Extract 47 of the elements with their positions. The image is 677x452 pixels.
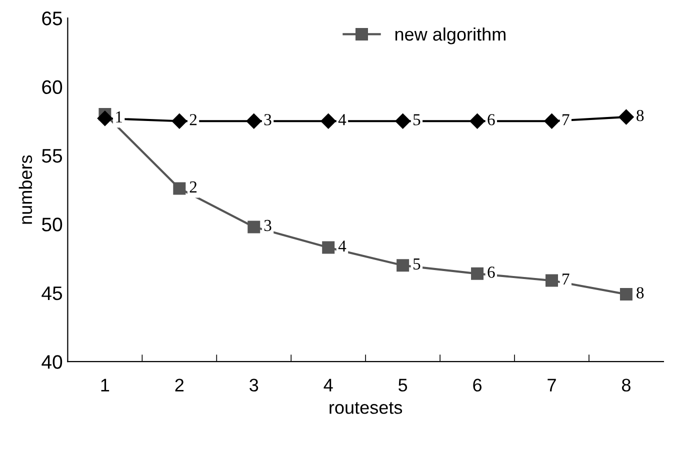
point xyxy=(248,220,260,234)
point xyxy=(620,288,632,301)
y-tick-label: 50 xyxy=(42,218,62,232)
point xyxy=(471,267,484,280)
annotation: 3 xyxy=(264,220,272,232)
x-tick-label: 1 xyxy=(101,378,110,392)
point xyxy=(172,114,187,129)
y-axis-title: numbers xyxy=(18,155,32,224)
point xyxy=(97,110,113,126)
point xyxy=(396,259,410,272)
legend-label: new algorithm xyxy=(395,27,506,44)
annotation: 4 xyxy=(338,240,346,252)
point xyxy=(322,241,335,254)
y-tick-label: 55 xyxy=(42,149,62,163)
x-axis-title: routesets xyxy=(330,402,402,414)
x-tick-label: 3 xyxy=(250,378,258,392)
point xyxy=(618,109,634,125)
y-tick-label: 65 xyxy=(42,12,62,26)
annotation: 5 xyxy=(414,258,420,270)
annotation: 4 xyxy=(338,114,346,126)
point xyxy=(546,274,558,287)
x-tick-label: 8 xyxy=(622,378,630,392)
annotation: 8 xyxy=(636,110,644,122)
y-tick-label: 40 xyxy=(42,355,62,369)
point xyxy=(320,114,336,129)
annotation: 1 xyxy=(116,111,122,122)
annotation: 7 xyxy=(562,274,570,285)
annotation: 6 xyxy=(488,114,495,126)
y-tick-label: 60 xyxy=(42,80,62,94)
point xyxy=(470,114,485,129)
annotation: 2 xyxy=(190,181,197,192)
point xyxy=(395,114,410,129)
annotation: 2 xyxy=(190,114,197,126)
annotation: 3 xyxy=(264,114,272,126)
x-tick-label: 2 xyxy=(175,378,184,392)
x-tick-label: 7 xyxy=(548,378,556,392)
x-tick-label: 5 xyxy=(398,378,408,392)
annotation: 7 xyxy=(562,114,570,126)
x-tick-label: 6 xyxy=(473,378,482,392)
point xyxy=(173,182,186,195)
x-tick-label: 4 xyxy=(324,378,333,392)
annotation: 5 xyxy=(414,114,420,126)
point xyxy=(544,114,560,129)
annotation: 8 xyxy=(636,287,644,298)
point xyxy=(246,114,262,129)
annotation: 6 xyxy=(488,266,495,278)
y-tick-label: 45 xyxy=(42,286,62,300)
